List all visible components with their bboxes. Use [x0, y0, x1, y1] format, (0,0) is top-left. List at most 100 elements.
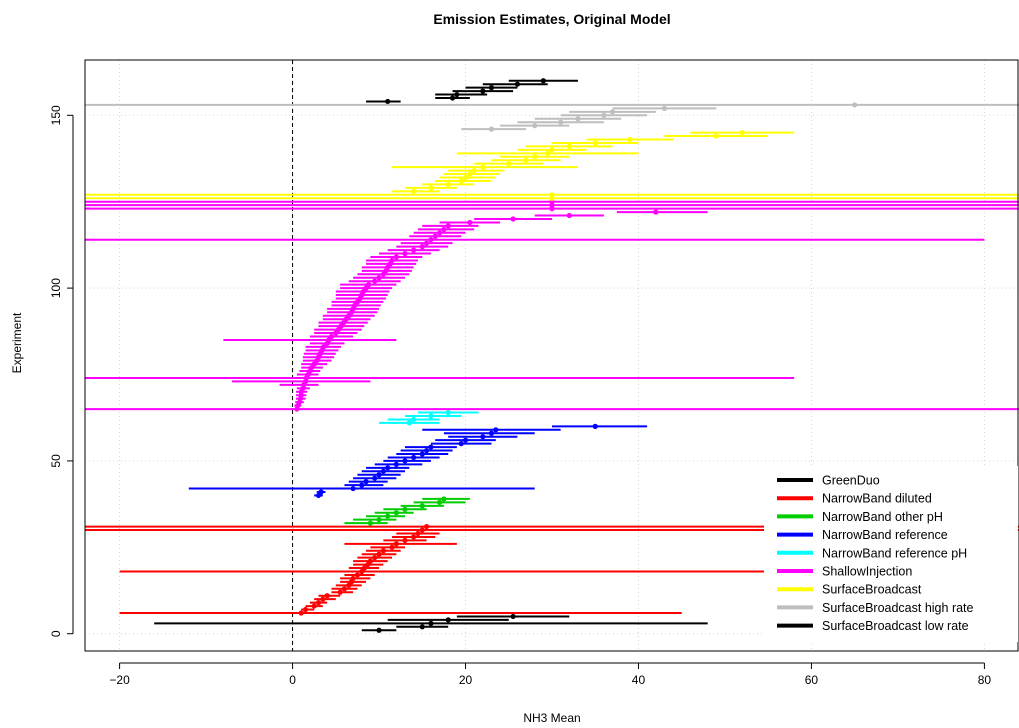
x-tick-label: 0 [289, 673, 296, 687]
point [514, 81, 521, 87]
point [592, 140, 598, 146]
legend: GreenDuo NarrowBand diluted NarrowBand oth… [764, 466, 1018, 642]
point [372, 475, 378, 481]
point [661, 105, 668, 111]
plot-frame [84, 59, 1019, 652]
point [376, 627, 382, 633]
point [363, 479, 369, 485]
x-axis-label: NH3 Mean [523, 711, 580, 725]
point [609, 109, 616, 115]
point [467, 171, 473, 177]
point [467, 219, 473, 226]
series-narrowband-other-ph [344, 496, 470, 526]
point [458, 178, 464, 184]
legend-label: NarrowBand reference pH [822, 546, 967, 560]
point [424, 447, 430, 454]
point [428, 620, 434, 626]
point [575, 116, 581, 122]
point [376, 472, 382, 478]
point [389, 257, 395, 264]
point [424, 523, 430, 530]
y-tick-label: 100 [49, 278, 63, 298]
point [653, 209, 659, 215]
point [350, 485, 356, 492]
point [445, 617, 451, 623]
series-surfacebroadcast [85, 129, 1019, 201]
point [341, 586, 348, 592]
point [441, 496, 447, 502]
point [739, 129, 745, 136]
point [432, 233, 438, 239]
x-tick-label: 60 [805, 673, 819, 687]
point [380, 468, 386, 474]
point [350, 575, 356, 582]
point [545, 150, 551, 156]
data-marks [85, 78, 1019, 633]
point [318, 489, 324, 495]
point [298, 610, 304, 616]
series-greenduo [366, 78, 578, 105]
point [713, 133, 719, 139]
point [380, 548, 386, 554]
legend-label: SurfaceBroadcast [822, 583, 922, 597]
point [411, 247, 417, 253]
point [419, 244, 425, 250]
point [471, 167, 477, 174]
y-axis-label: Experiment [10, 312, 24, 373]
point [428, 185, 434, 191]
point [367, 558, 373, 564]
series-narrowband-reference [188, 423, 648, 499]
point [372, 555, 378, 561]
point [337, 589, 343, 595]
point [627, 136, 633, 143]
point [367, 520, 373, 526]
point [376, 517, 382, 523]
point [558, 119, 564, 125]
point [424, 240, 430, 246]
point [601, 112, 607, 118]
legend-label: ShallowInjection [822, 565, 912, 579]
point [402, 537, 408, 544]
point [393, 461, 399, 467]
point [385, 465, 391, 471]
legend-label: SurfaceBroadcast high rate [822, 601, 974, 615]
point [376, 275, 382, 281]
point [462, 174, 469, 181]
point [458, 441, 464, 447]
chart-title: Emission Estimates, Original Model [433, 11, 670, 27]
point [406, 420, 412, 426]
point [359, 482, 365, 488]
x-tick-label: 20 [459, 673, 473, 687]
point [419, 451, 425, 457]
point [532, 123, 538, 129]
point [321, 344, 327, 350]
point [428, 237, 434, 243]
series-shallowinjection [85, 199, 1019, 412]
point [320, 596, 326, 602]
point [411, 534, 417, 540]
point [402, 506, 408, 512]
point [324, 593, 330, 599]
point [540, 78, 546, 84]
y-tick-label: 150 [49, 105, 63, 125]
point [385, 98, 391, 105]
point [506, 161, 512, 167]
point [480, 88, 486, 94]
point [445, 223, 451, 229]
point [488, 126, 495, 132]
point [549, 147, 555, 153]
point [402, 250, 408, 257]
y-tick-label: 50 [49, 454, 63, 468]
x-tick-label: 80 [978, 673, 992, 687]
point [393, 541, 399, 547]
x-axis: −20 0 20 40 60 80 [109, 662, 992, 687]
legend-label: NarrowBand diluted [822, 492, 932, 506]
point [328, 333, 335, 340]
point [445, 181, 451, 188]
x-tick-label: −20 [109, 673, 130, 687]
point [488, 85, 495, 91]
point [480, 434, 486, 440]
point [488, 430, 495, 436]
point [549, 192, 555, 198]
point [354, 572, 361, 578]
